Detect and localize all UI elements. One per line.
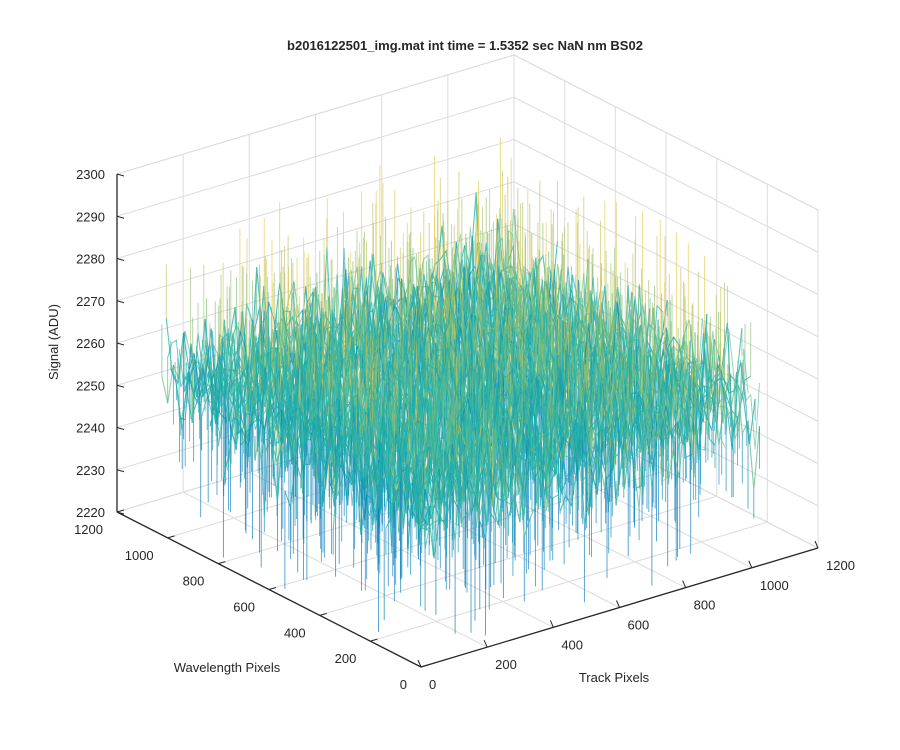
z-tick-mark	[116, 173, 125, 177]
z-tick-mark	[116, 342, 125, 346]
surface-column	[224, 326, 485, 489]
x-tick-mark	[616, 600, 620, 608]
surface-column	[316, 315, 577, 487]
y-tick-mark	[370, 638, 378, 642]
y-tick-mark	[319, 612, 327, 616]
x-tick-mark	[483, 639, 488, 648]
z-axis-label: Signal (ADU)	[46, 304, 61, 380]
z-tick-mark	[116, 258, 125, 261]
y-tick-label: 600	[233, 600, 255, 615]
z-tick-label: 2290	[76, 209, 105, 224]
y-tick-label: 400	[284, 625, 306, 640]
wall-gridline-z	[513, 139, 819, 295]
y-tick-mark	[420, 664, 429, 668]
wall-gridline-z	[116, 139, 515, 259]
surface-column	[304, 312, 565, 509]
surface-column	[167, 339, 428, 547]
z-tick-mark	[116, 469, 125, 473]
surface-column	[488, 237, 749, 444]
x-tick-label: 800	[694, 598, 716, 613]
x-axis-label: Track Pixels	[579, 670, 650, 685]
y-tick-label: 1000	[125, 548, 154, 563]
wall-gridline-z	[116, 54, 515, 175]
z-tick-mark	[116, 511, 125, 515]
x-tick-label: 400	[561, 637, 583, 652]
x-tick-label: 200	[495, 657, 517, 672]
x-tick-mark	[549, 620, 554, 628]
y-tick-label: 200	[335, 651, 357, 666]
data-surface	[161, 137, 761, 636]
z-tick-label: 2220	[76, 505, 105, 520]
wall-gridline-z	[513, 181, 819, 338]
y-axis-label: Wavelength Pixels	[174, 660, 281, 675]
y-tick-label: 800	[183, 574, 205, 589]
x-tick-mark	[814, 540, 819, 549]
z-tick-label: 2250	[76, 378, 105, 393]
chart-title: b2016122501_img.mat int time = 1.5352 se…	[287, 38, 643, 53]
surface-column	[281, 288, 542, 509]
z-tick-mark	[116, 215, 125, 219]
surface-column	[270, 291, 531, 529]
z-tick-label: 2240	[76, 421, 105, 436]
z-tick-mark	[116, 427, 125, 430]
surface-column	[362, 301, 623, 488]
floor-gridline-y	[370, 521, 768, 642]
z-tick-label: 2230	[76, 463, 105, 478]
x-tick-mark	[748, 560, 753, 569]
y-tick-mark	[167, 535, 175, 539]
x-tick-mark	[417, 659, 422, 668]
surface-column	[213, 331, 474, 556]
z-tick-mark	[116, 300, 125, 304]
tick-labels: 0 200 400 600 800 1000 1200 0 200 400 600 800 1000 12…	[74, 167, 855, 692]
y-tick-mark	[116, 509, 125, 513]
y-tick-label: 1200	[74, 522, 103, 537]
x-tick-label: 1000	[760, 578, 789, 593]
z-tick-label: 2280	[76, 252, 105, 267]
z-tick-mark	[116, 384, 125, 388]
x-tick-label: 0	[429, 677, 436, 692]
x-tick-label: 600	[628, 618, 650, 633]
surface-column	[190, 330, 451, 525]
wall-gridline-z	[513, 54, 819, 211]
z-tick-label: 2300	[76, 167, 105, 182]
y-tick-mark	[268, 587, 277, 590]
x-tick-label: 1200	[826, 558, 855, 573]
axes-lines	[116, 173, 819, 668]
floor-gridline-y	[319, 495, 717, 616]
wall-gridline-z	[116, 96, 515, 217]
x-tick-mark	[682, 580, 687, 588]
surface-column	[465, 227, 726, 478]
wall-gridline-z	[513, 96, 819, 253]
z-tick-label: 2270	[76, 294, 105, 309]
y-tick-label: 0	[400, 677, 407, 692]
y-tick-mark	[218, 561, 226, 565]
z-tick-label: 2260	[76, 336, 105, 351]
